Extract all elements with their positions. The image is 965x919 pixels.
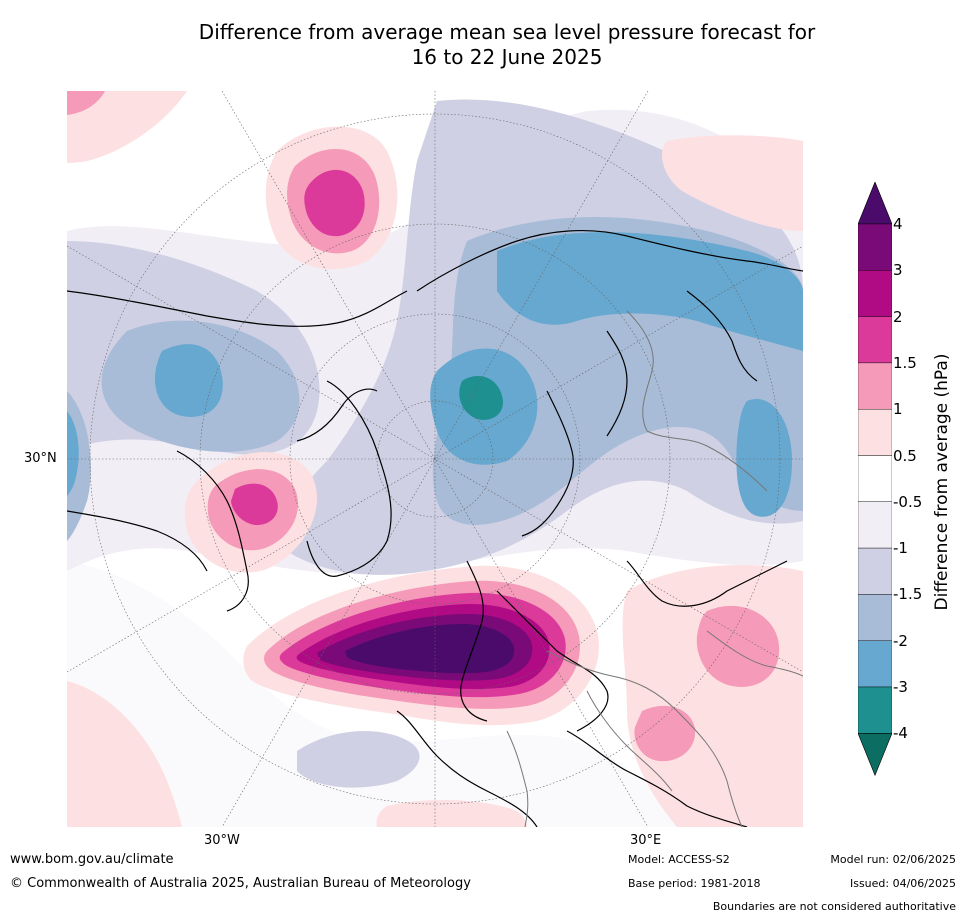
- colorbar-tick-label: 0.5: [893, 446, 917, 465]
- colorbar-segment: [858, 594, 892, 641]
- colorbar-segment: [858, 408, 892, 456]
- colorbar-segment: [858, 547, 892, 595]
- colorbar-tick-label: 4: [893, 215, 903, 233]
- positive-1-region-asia: [622, 565, 803, 827]
- positive-1-region-pacific-corner: [662, 135, 803, 231]
- colorbar-extend-bottom: [858, 732, 892, 777]
- positive-2-region-greenland: [231, 483, 278, 526]
- coastlines: [67, 229, 803, 827]
- colorbar-segment: [858, 501, 892, 549]
- colorbar-segment: [858, 455, 892, 502]
- colorbar-tick-label: 1: [893, 400, 903, 419]
- negative-3-region-arctic: [459, 376, 503, 420]
- positive-1-region-south-atlantic: [376, 799, 527, 827]
- positive-1-region-southwest: [67, 681, 182, 827]
- colorbar-segment: [858, 223, 892, 271]
- colorbar-tick-label: -0.5: [893, 492, 923, 511]
- lon-30w-label: 30°W: [204, 833, 240, 848]
- colorbar-tick-label: -2: [893, 631, 908, 650]
- negative-1-region-south: [297, 731, 420, 788]
- colorbar-segment: [858, 640, 892, 688]
- colorbar: [858, 182, 892, 777]
- negative-2-region-siberia: [497, 232, 803, 351]
- colorbar-extend-top: [858, 182, 892, 225]
- map-canvas: [67, 91, 803, 827]
- footer-model-run: Model run: 02/06/2025: [830, 853, 956, 866]
- colorbar-segment: [858, 686, 892, 734]
- positive-1-5-region-northwest-corner: [67, 91, 105, 115]
- colorbar-segment: [858, 270, 892, 317]
- pressure-anomaly-map: [67, 91, 803, 827]
- colorbar-tick-label: -1: [893, 539, 908, 558]
- weak-negative-region-southeast: [67, 561, 687, 827]
- colorbar-segment: [858, 362, 892, 410]
- title-line-2: 16 to 22 June 2025: [411, 45, 603, 69]
- footer-base-period: Base period: 1981-2018: [628, 877, 761, 890]
- positive-above-4-region-europe: [345, 624, 515, 674]
- negative-2-region-atlantic: [154, 344, 223, 417]
- graticule: [67, 91, 803, 827]
- positive-1-5-region-middle-east: [634, 705, 696, 762]
- colorbar-tick-label: 2: [893, 307, 903, 326]
- lat-30n-label: 30°N: [24, 451, 57, 466]
- footer-model: Model: ACCESS-S2: [628, 853, 730, 866]
- negative-2-region-west: [67, 411, 79, 496]
- positive-2-region-north: [304, 169, 365, 237]
- lon-30e-label: 30°E: [630, 833, 662, 848]
- colorbar-label: Difference from average (hPa): [932, 353, 952, 611]
- negative-2-region-east: [736, 399, 792, 517]
- colorbar-tick-label: 1.5: [893, 353, 917, 372]
- footer-disclaimer: Boundaries are not considered authoritat…: [712, 900, 956, 913]
- colorbar-tick-label: -4: [893, 724, 908, 743]
- colorbar-segment: [858, 316, 892, 364]
- title-line-1: Difference from average mean sea level p…: [198, 20, 816, 44]
- footer-issued: Issued: 04/06/2025: [849, 877, 956, 890]
- map-title: Difference from average mean sea level p…: [0, 20, 965, 70]
- colorbar-tick-label: -3: [893, 678, 908, 696]
- footer-website[interactable]: www.bom.gov.au/climate: [10, 852, 174, 867]
- positive-1-region-northwest-corner: [67, 91, 187, 163]
- boundaries: [506, 310, 803, 827]
- colorbar-tick-label: 3: [893, 261, 903, 280]
- colorbar-tick-label: -1.5: [893, 585, 923, 604]
- positive-1-5-region-asia: [696, 605, 780, 687]
- footer-copyright: © Commonwealth of Australia 2025, Austra…: [10, 876, 471, 891]
